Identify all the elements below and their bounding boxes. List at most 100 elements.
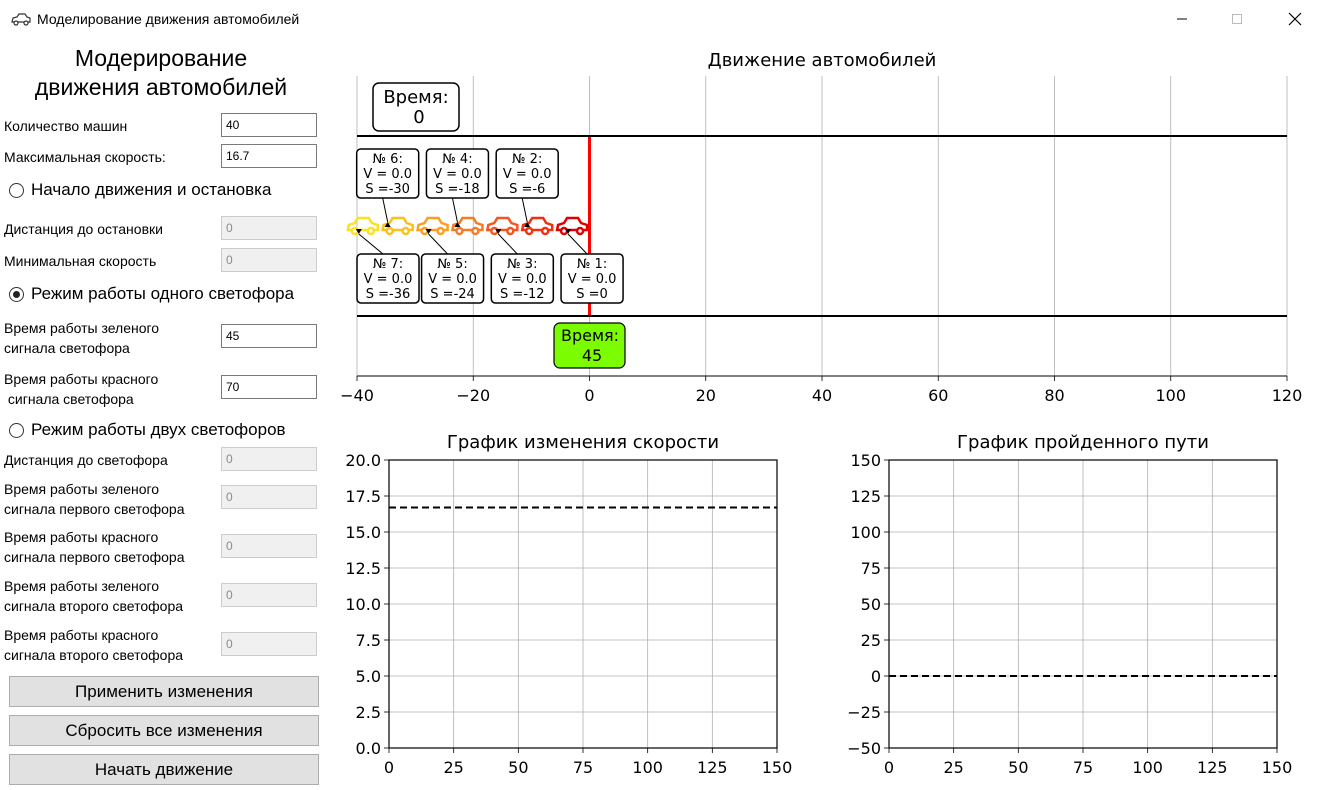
max-speed-input[interactable]: 16.7 bbox=[221, 144, 317, 168]
car-label-box bbox=[495, 148, 559, 199]
car-label-arrowhead bbox=[524, 222, 531, 227]
speed-chart-ytick-label: 17.5 bbox=[345, 487, 381, 506]
car-label-box bbox=[425, 148, 490, 199]
car-icon bbox=[11, 13, 31, 26]
motion-xtick-label: 100 bbox=[1155, 386, 1186, 405]
car-label-speed: V = 0.0 bbox=[363, 167, 412, 182]
car-label-speed: V = 0.0 bbox=[433, 167, 482, 182]
car-label-arrow bbox=[382, 197, 389, 223]
stop-distance-input[interactable]: 0 bbox=[221, 216, 317, 240]
car-label-arrowhead bbox=[565, 229, 572, 234]
car-label-speed: V = 0.0 bbox=[498, 272, 547, 287]
car-body bbox=[485, 216, 519, 232]
car-marker bbox=[450, 216, 484, 236]
red-time-label: Время работы красного сигнала светофора bbox=[4, 369, 158, 409]
distance-chart-ytick-label: 0 bbox=[871, 667, 881, 686]
car-body bbox=[450, 216, 484, 232]
car-label-name: № 3: bbox=[507, 257, 537, 272]
radio-circle-selected bbox=[9, 286, 24, 302]
light-time-label: Время: bbox=[561, 326, 619, 345]
green2-label-line1: Время работы зеленого bbox=[4, 578, 160, 594]
car-label-arrow bbox=[358, 233, 384, 255]
motion-xtick-label: −40 bbox=[340, 386, 374, 405]
car-label-box bbox=[420, 253, 485, 304]
car-label-arrow bbox=[451, 197, 458, 223]
min-speed-input[interactable]: 0 bbox=[221, 248, 317, 272]
mode-one-light-radio[interactable]: Режим работы одного светофора bbox=[9, 284, 294, 304]
time-box-value: 0 bbox=[413, 107, 424, 128]
car-label-speed: V = 0.0 bbox=[428, 272, 477, 287]
red-time-input[interactable]: 70 bbox=[221, 375, 317, 399]
mode-start-stop-label: Начало движения и остановка bbox=[31, 180, 272, 199]
green-time-label-line1: Время работы зеленого bbox=[4, 320, 160, 336]
green-time-input[interactable]: 45 bbox=[221, 324, 317, 348]
car-label-distance: S =-36 bbox=[366, 287, 411, 302]
car-wheel bbox=[401, 226, 410, 236]
reset-button[interactable]: Сбросить все изменения bbox=[9, 715, 319, 746]
car-count-input[interactable]: 40 bbox=[221, 113, 317, 137]
car-wheel bbox=[436, 226, 445, 236]
car-wheel bbox=[366, 226, 376, 236]
mode-one-light-label: Режим работы одного светофора bbox=[31, 284, 295, 303]
green1-label: Время работы зеленого сигнала первого св… bbox=[4, 479, 185, 519]
close-button[interactable] bbox=[1272, 0, 1318, 38]
car-wheel bbox=[559, 226, 569, 236]
panel-title: Модерирование движения автомобилей bbox=[0, 44, 322, 102]
mode-two-lights-radio[interactable]: Режим работы двух светофоров bbox=[9, 420, 286, 440]
mode-two-lights-label: Режим работы двух светофоров bbox=[31, 420, 286, 439]
car-label-distance: S =-18 bbox=[435, 182, 480, 197]
distance-chart-title: График пройденного пути bbox=[957, 432, 1209, 453]
red2-label-line2: сигнала второго светофора bbox=[4, 647, 184, 663]
car-body bbox=[416, 216, 449, 232]
car-marker bbox=[381, 216, 414, 236]
distance-chart-ytick-label: 75 bbox=[861, 559, 881, 578]
start-button[interactable]: Начать движение bbox=[9, 754, 319, 785]
speed-chart-xtick-label: 125 bbox=[697, 758, 728, 777]
distance-chart-xtick-label: 150 bbox=[1262, 758, 1293, 777]
red-time-label-line1: Время работы красного bbox=[4, 371, 159, 387]
distance-chart-xtick-label: 75 bbox=[1073, 758, 1093, 777]
light-distance-input[interactable]: 0 bbox=[221, 447, 317, 471]
apply-button[interactable]: Применить изменения bbox=[9, 676, 319, 707]
radio-circle bbox=[9, 422, 24, 438]
green2-input[interactable]: 0 bbox=[221, 583, 317, 607]
speed-chart-xtick-label: 50 bbox=[508, 758, 528, 777]
speed-chart-ytick-label: 10.0 bbox=[345, 595, 381, 614]
motion-xtick-label: 40 bbox=[812, 386, 832, 405]
speed-chart-ytick-label: 15.0 bbox=[345, 523, 381, 542]
panel-title-line1: Модерирование bbox=[74, 45, 248, 71]
minimize-button[interactable] bbox=[1159, 0, 1205, 38]
green1-input[interactable]: 0 bbox=[221, 485, 317, 509]
car-label-box bbox=[355, 148, 420, 199]
car-wheel bbox=[490, 226, 499, 236]
mode-start-stop-radio[interactable]: Начало движения и остановка bbox=[9, 180, 271, 200]
green1-label-line1: Время работы зеленого bbox=[4, 481, 160, 497]
car-label-box bbox=[490, 253, 555, 304]
speed-chart-xtick-label: 75 bbox=[573, 758, 593, 777]
car-wheel bbox=[420, 226, 429, 236]
red1-label: Время работы красного сигнала первого св… bbox=[4, 527, 185, 567]
car-label-speed: V = 0.0 bbox=[503, 167, 552, 182]
red1-input[interactable]: 0 bbox=[221, 534, 317, 558]
red-time-label-line2: сигнала светофора bbox=[4, 391, 134, 407]
speed-chart-ytick-label: 5.0 bbox=[356, 667, 381, 686]
time-box-label: Время: bbox=[383, 87, 448, 108]
speed-chart-ytick-label: 7.5 bbox=[356, 631, 381, 650]
car-label-arrowhead bbox=[425, 229, 432, 234]
distance-chart-xtick-label: 0 bbox=[884, 758, 894, 777]
car-label-name: № 7: bbox=[373, 257, 403, 272]
car-label-distance: S =-6 bbox=[509, 182, 545, 197]
stop-distance-label: Дистанция до остановки bbox=[4, 221, 163, 237]
car-label-arrowhead bbox=[495, 229, 502, 234]
car-label-box bbox=[560, 253, 624, 304]
speed-chart-frame bbox=[388, 459, 778, 749]
red2-input[interactable]: 0 bbox=[221, 632, 317, 656]
motion-xtick-label: 0 bbox=[584, 386, 594, 405]
speed-chart-ytick-label: 20.0 bbox=[345, 451, 381, 470]
red1-label-line1: Время работы красного bbox=[4, 529, 159, 545]
minimize-icon bbox=[1177, 18, 1187, 20]
light-time-value: 45 bbox=[582, 346, 602, 365]
distance-chart-xtick-label: 125 bbox=[1197, 758, 1228, 777]
car-label-arrowhead bbox=[384, 222, 391, 227]
maximize-button[interactable] bbox=[1214, 0, 1260, 38]
